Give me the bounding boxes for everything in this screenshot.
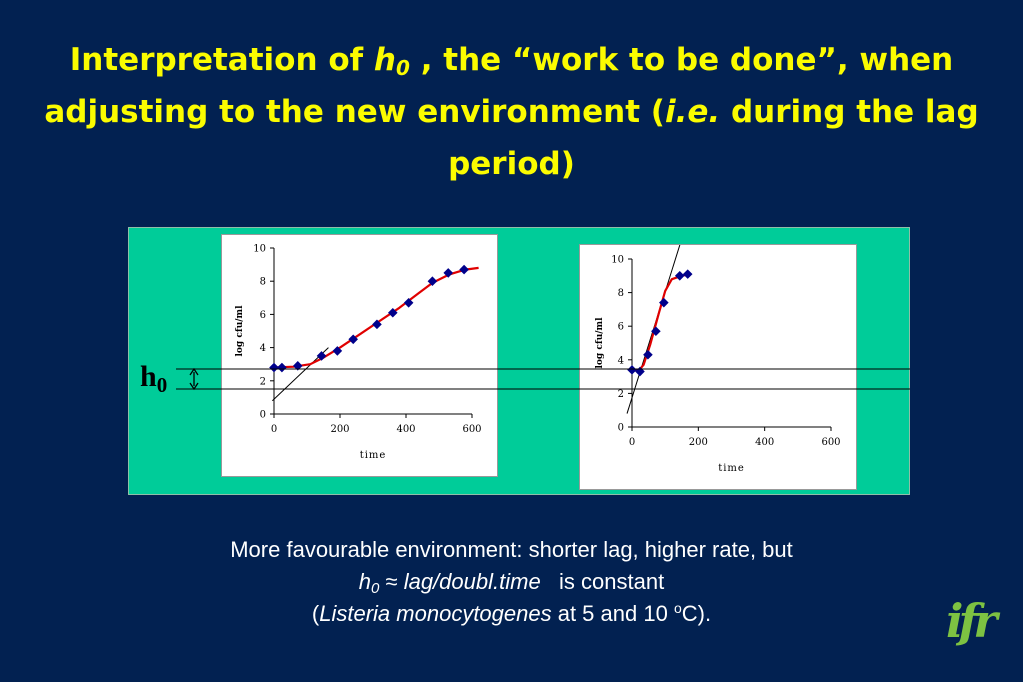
chart-2-x-axis-label: time — [718, 463, 745, 474]
title-part2: , the “work to be done”, when adjusting … — [44, 42, 954, 130]
chart-1-data-point — [348, 334, 358, 345]
chart-2-y-tick-label: 10 — [611, 255, 624, 266]
caption-h-subscript: 0 — [371, 580, 380, 597]
chart-2-y-axis-label: log cfu/ml — [595, 317, 605, 369]
chart-1-x-tick-label: 600 — [462, 424, 481, 435]
caption-open-paren: ( — [311, 601, 320, 626]
chart-1-y-tick-label: 0 — [260, 410, 266, 421]
chart-1-x-tick-label: 400 — [396, 424, 415, 435]
chart-5c: 0 2 4 6 8 10 0 200 400 600 time log cfu/ml — [221, 234, 498, 477]
chart-1-x-tick-label: 0 — [271, 424, 277, 435]
chart-1-x-axis-label: time — [360, 450, 387, 461]
chart-1-y-tick-label: 6 — [260, 310, 266, 321]
h0-label-subscript: 0 — [156, 373, 168, 397]
chart-1-data-point — [459, 264, 469, 275]
chart-2-x-tick-label: 400 — [755, 437, 774, 448]
chart-1-data-point — [277, 362, 287, 373]
caption-h: h — [358, 569, 372, 594]
chart-2-y-tick-label: 8 — [618, 288, 624, 299]
caption-line-2: h0 ≈ lag/doubl.time is constant — [80, 566, 943, 598]
caption-constant: is constant — [540, 569, 665, 594]
title-part3: during the lag period) — [448, 94, 979, 182]
ifr-logo: ifr — [946, 594, 997, 648]
chart-2-data-point — [643, 349, 653, 360]
slide-title: Interpretation of h0 , the “work to be d… — [40, 34, 983, 190]
h0-label: h0 — [140, 360, 168, 397]
chart-1-y-tick-label: 2 — [260, 376, 266, 387]
title-h: h — [373, 42, 396, 78]
caption-temperatures: at 5 and 10 — [551, 601, 674, 626]
chart-1-data-point — [372, 319, 382, 330]
title-part1: Interpretation of — [69, 42, 374, 78]
chart-2-y-tick-label: 2 — [618, 389, 624, 400]
chart-1-x-tick-label: 200 — [330, 424, 349, 435]
chart-2-y-tick-label: 4 — [618, 355, 624, 366]
title-h-subscript: 0 — [396, 56, 410, 80]
chart-2-data-point — [682, 269, 693, 279]
chart-2-y-tick-label: 6 — [618, 322, 624, 333]
caption-line-1: More favourable environment: shorter lag… — [230, 537, 793, 562]
chart-10c: 0 2 4 6 8 10 0 200 400 600 time log cfu/ml — [579, 244, 857, 490]
chart-1-y-axis-label: log cfu/ml — [235, 305, 245, 357]
chart-1-y-tick-label: 4 — [260, 343, 266, 354]
caption-line-3: (Listeria monocytogenes at 5 and 10 oC). — [80, 598, 943, 630]
title-ie: i.e. — [664, 94, 721, 130]
chart-2-x-tick-label: 200 — [689, 437, 708, 448]
chart-1-data-point — [269, 362, 279, 373]
caption-close: C). — [681, 601, 712, 626]
h0-label-h: h — [140, 360, 157, 393]
chart-5c-svg: 0 2 4 6 8 10 0 200 400 600 time log cfu/ml — [235, 244, 482, 462]
caption-degree: o — [673, 600, 682, 616]
chart-1-y-tick-label: 8 — [260, 277, 266, 288]
slide-caption: More favourable environment: shorter lag… — [80, 534, 943, 630]
chart-2-data-point — [659, 297, 669, 308]
h0-arrow-head-up — [189, 367, 199, 376]
h0-arrow-head-down — [189, 382, 199, 391]
chart-1-data-point — [388, 307, 398, 318]
chart-2-x-tick-label: 600 — [821, 437, 840, 448]
chart-2-y-tick-label: 0 — [618, 423, 624, 434]
chart-1-y-tick-label: 10 — [253, 244, 266, 255]
caption-approx: ≈ — [379, 569, 404, 594]
caption-species: Listeria monocytogenes — [319, 601, 552, 626]
caption-ratio: lag/doubl.time — [403, 569, 541, 594]
chart-2-x-tick-label: 0 — [629, 437, 635, 448]
chart-1-data-point — [292, 361, 303, 371]
